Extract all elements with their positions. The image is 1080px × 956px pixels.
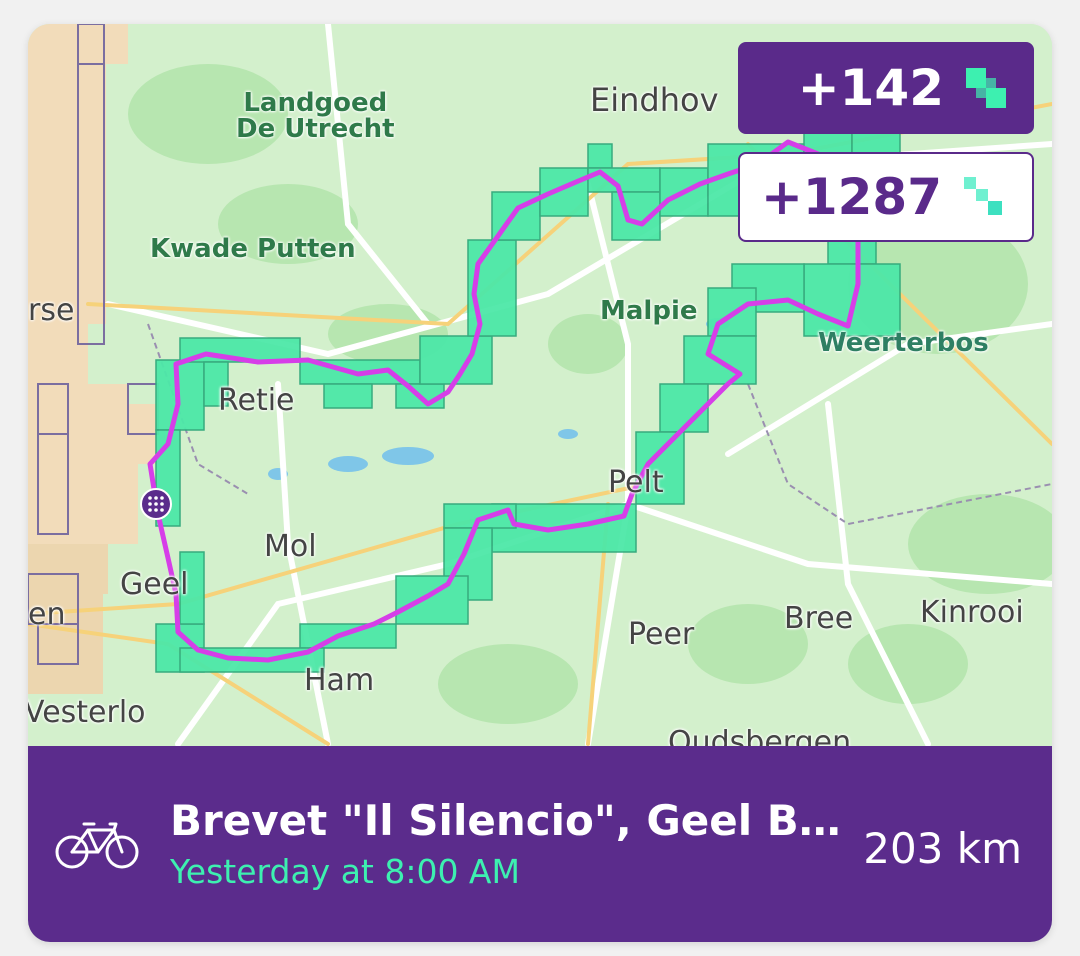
activity-footer[interactable]: Brevet "Il Silencio", Geel B… Yesterday …	[28, 746, 1052, 942]
place-label-eindhoven: Eindhov	[590, 81, 719, 119]
activity-time: Yesterday at 8:00 AM	[170, 852, 520, 891]
activity-title[interactable]: Brevet "Il Silencio", Geel B…	[170, 796, 841, 845]
bike-icon	[54, 818, 140, 875]
start-marker	[140, 488, 172, 520]
total-tiles-count: +1287	[760, 168, 942, 226]
place-label-bree: Bree	[784, 601, 854, 636]
place-label-peer: Peer	[628, 617, 695, 652]
new-tiles-badge: +142	[738, 42, 1034, 134]
place-label-ham: Ham	[304, 663, 375, 698]
place-label-rse: rse	[28, 293, 75, 328]
route-map[interactable]: Eindhov Landgoed De Utrecht Kwade Putten…	[28, 24, 1052, 758]
tiles-outline-icon	[962, 175, 1006, 219]
total-tiles-badge: +1287	[738, 152, 1034, 242]
tiles-icon	[964, 66, 1008, 110]
place-label-kwade-putten: Kwade Putten	[150, 234, 356, 264]
place-label-landgoed: Landgoed De Utrecht	[236, 88, 395, 144]
place-label-en: en	[28, 597, 66, 632]
place-label-westerlo: Vesterlo	[28, 695, 146, 730]
place-label-weerterbos: Weerterbos	[818, 328, 989, 358]
route-line	[147, 139, 861, 663]
new-tiles-count: +142	[797, 59, 944, 117]
place-label-mol: Mol	[264, 529, 317, 564]
place-label-geel: Geel	[120, 567, 189, 602]
place-label-retie: Retie	[218, 383, 295, 418]
place-label-malpie: Malpie	[600, 296, 698, 326]
activity-card[interactable]: Eindhov Landgoed De Utrecht Kwade Putten…	[28, 24, 1052, 942]
activity-distance: 203 km	[863, 824, 1022, 873]
place-label-kinrooi: Kinrooi	[920, 595, 1024, 630]
place-label-pelt: Pelt	[608, 465, 664, 500]
